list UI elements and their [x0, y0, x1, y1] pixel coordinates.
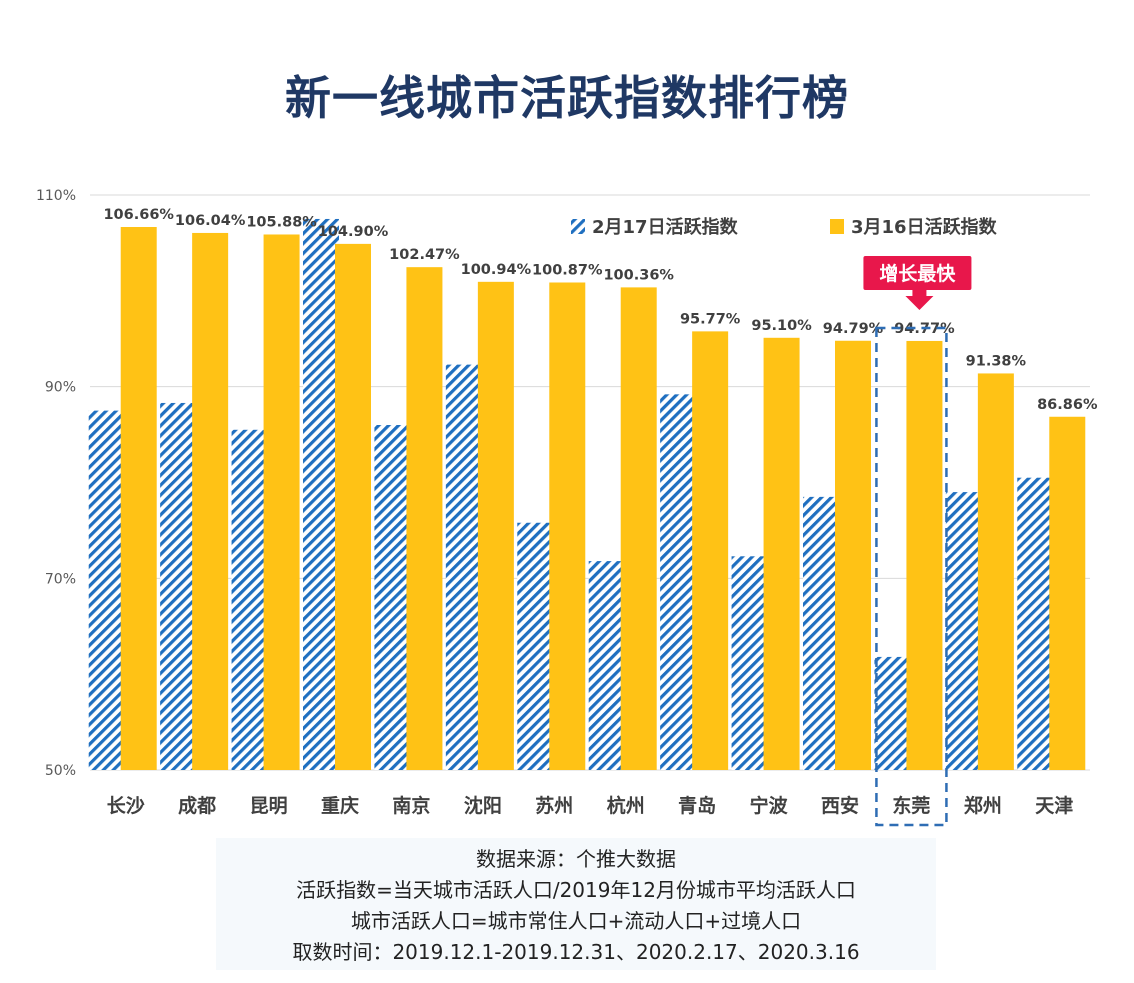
data-label: 95.10% — [751, 318, 812, 334]
bar-feb17 — [945, 492, 982, 770]
x-tick-label: 宁波 — [750, 794, 789, 817]
data-label: 104.90% — [318, 224, 389, 240]
data-label: 91.38% — [966, 353, 1027, 369]
y-tick-label: 50% — [45, 763, 76, 779]
bar-mar16 — [1049, 416, 1086, 770]
bar-mar16 — [906, 340, 943, 770]
highlight-dashed-box — [875, 326, 948, 827]
data-label: 106.04% — [175, 213, 246, 229]
legend-label-feb17: 2月17日活跃指数 — [592, 216, 739, 238]
highlight-badge-label: 增长最快 — [879, 262, 956, 285]
bar-mar16 — [977, 373, 1014, 770]
bar-feb17 — [303, 218, 339, 771]
x-tick-label: 沈阳 — [464, 794, 502, 817]
x-tick-label: 成都 — [178, 794, 216, 817]
bar-feb17 — [588, 561, 625, 770]
y-tick-label: 110% — [36, 188, 76, 204]
bar-feb17 — [874, 656, 911, 770]
data-label: 100.36% — [603, 267, 674, 283]
source-notes: 数据来源：个推大数据 活跃指数=当天城市活跃人口/2019年12月份城市平均活跃… — [216, 838, 936, 970]
y-tick-label: 90% — [45, 380, 76, 396]
data-label: 95.77% — [680, 311, 741, 327]
definition-line: 城市活跃人口=城市常住人口+流动人口+过境人口 — [350, 909, 802, 933]
x-tick-label: 重庆 — [321, 794, 359, 817]
bar-mar16 — [835, 340, 871, 770]
x-tick-label: 青岛 — [678, 794, 716, 817]
data-label: 102.47% — [389, 247, 460, 263]
bar-mar16 — [192, 232, 229, 770]
bar-mar16 — [763, 337, 800, 770]
x-tick-label: 南京 — [392, 794, 430, 817]
x-tick-label: 苏州 — [535, 794, 573, 817]
x-tick-label: 东莞 — [892, 794, 930, 817]
bar-feb17 — [88, 410, 125, 770]
bar-mar16 — [335, 243, 371, 770]
highlight-arrow — [905, 290, 934, 310]
x-tick-label: 杭州 — [607, 794, 645, 817]
period-line: 取数时间：2019.12.1-2019.12.31、2020.2.17、2020… — [292, 940, 860, 964]
bar-mar16 — [263, 234, 300, 770]
bar-mar16 — [477, 281, 514, 770]
bar-feb17 — [231, 429, 268, 770]
bar-feb17 — [660, 394, 697, 770]
legend-label-mar16: 3月16日活跃指数 — [851, 216, 998, 238]
x-tick-label: 天津 — [1035, 794, 1073, 817]
bar-feb17 — [160, 402, 197, 770]
data-label: 94.79% — [823, 321, 884, 337]
bar-feb17 — [445, 364, 482, 770]
data-label: 106.66% — [103, 207, 174, 223]
data-label: 105.88% — [246, 214, 317, 230]
bar-mar16 — [620, 287, 657, 770]
data-label: 100.94% — [461, 262, 532, 278]
bar-mar16 — [120, 227, 157, 771]
highlight-badge — [863, 256, 972, 290]
data-label: 86.86% — [1037, 397, 1098, 413]
data-label: 100.87% — [532, 262, 603, 278]
bar-feb17 — [731, 556, 768, 770]
bar-feb17 — [1017, 477, 1054, 770]
y-tick-label: 70% — [45, 571, 76, 587]
bar-mar16 — [406, 267, 443, 770]
bar-mar16 — [692, 331, 729, 770]
bar-mar16 — [549, 282, 586, 770]
x-tick-label: 郑州 — [964, 795, 1002, 817]
x-tick-label: 昆明 — [250, 795, 288, 817]
legend-swatch-feb17 — [571, 219, 585, 234]
x-tick-label: 长沙 — [107, 795, 145, 817]
source-line: 数据来源：个推大数据 — [476, 847, 676, 871]
bar-feb17 — [374, 425, 411, 770]
bar-feb17 — [517, 522, 554, 770]
chart-title: 新一线城市活跃指数排行榜 — [285, 71, 849, 125]
formula-line: 活跃指数=当天城市活跃人口/2019年12月份城市平均活跃人口 — [296, 878, 856, 902]
bar-feb17 — [803, 496, 839, 770]
legend-swatch-mar16 — [830, 219, 844, 234]
x-tick-label: 西安 — [821, 794, 859, 817]
